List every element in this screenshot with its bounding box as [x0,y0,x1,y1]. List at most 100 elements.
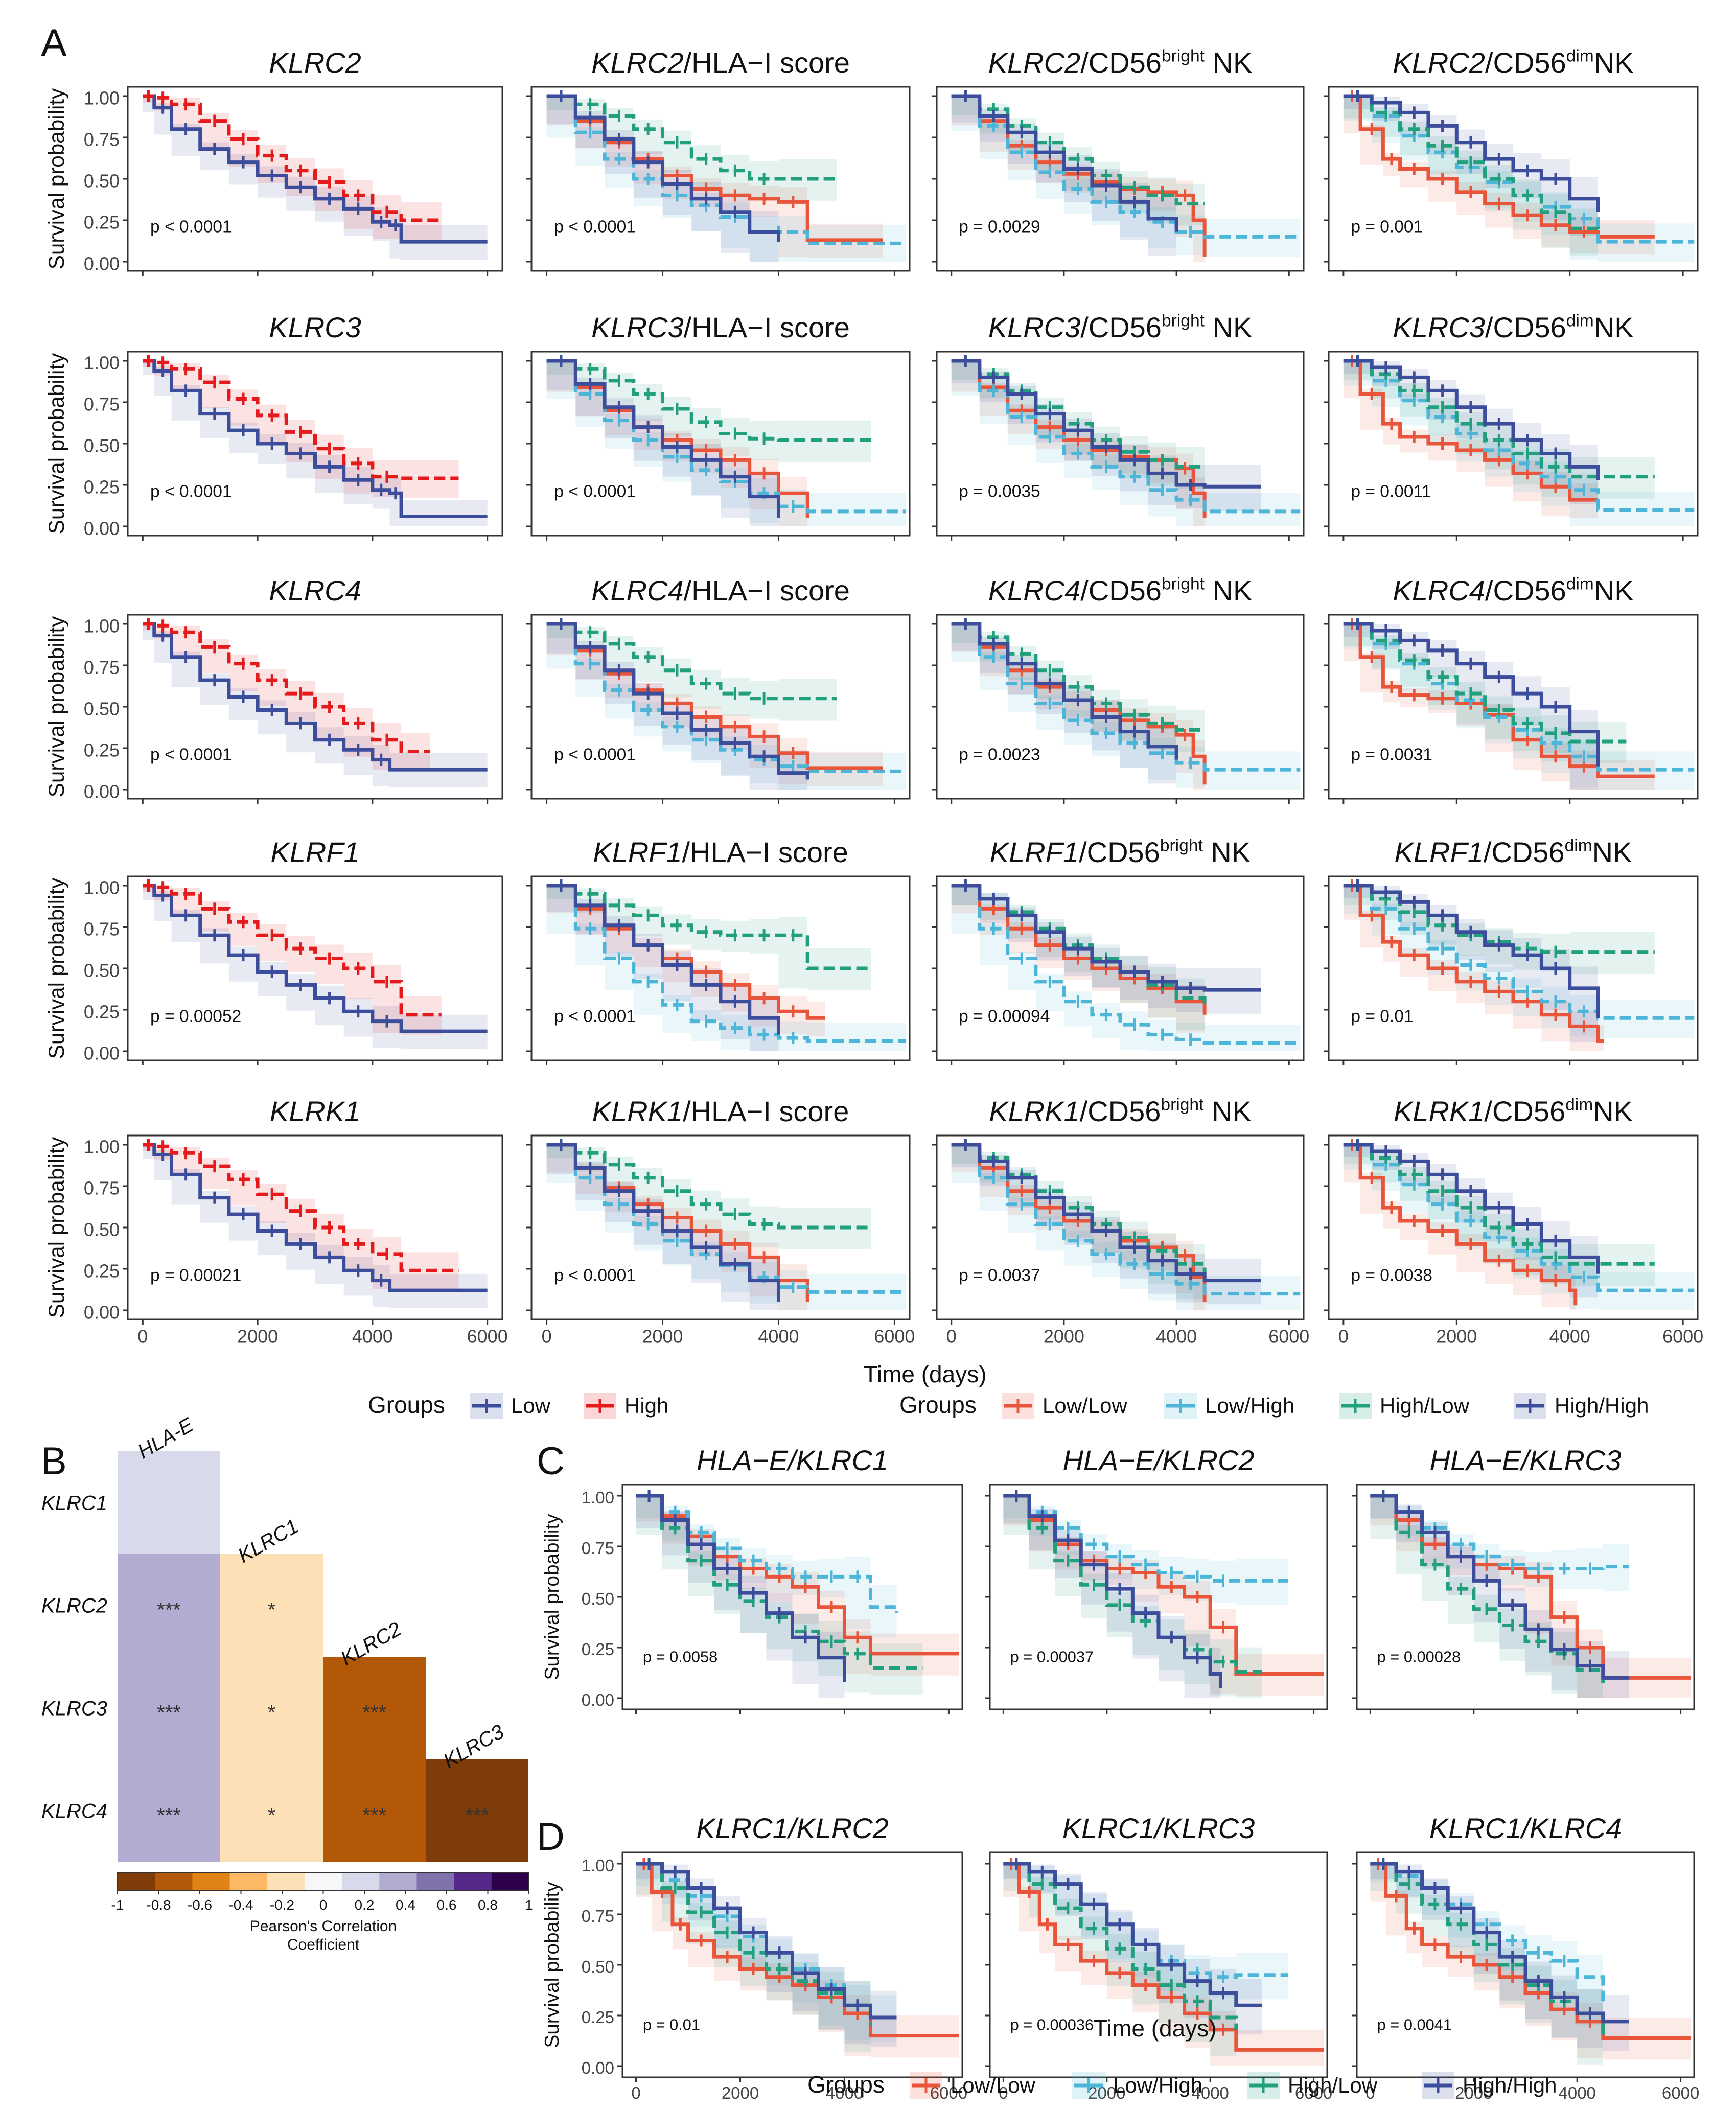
x-axis-title: Time (days) [863,1361,986,1387]
x-tick-label: 0 [1365,2083,1375,2102]
survival-curve [1003,1494,1288,1583]
legend-two-groups: Groups Low High [368,1392,668,1419]
survival-curve [951,622,1301,772]
x-tick-label: 0 [946,1326,957,1347]
confidence-band [1343,886,1695,1038]
confidence-band [951,886,1301,1051]
km-panel: KLRC3/CD56dimNK p = 0.0011 [1324,311,1699,541]
km-panel: KLRC3/HLA−I score p < 0.0001 [526,311,911,541]
plot-frame [621,1484,963,1710]
y-axis-title: Survival probability [44,1137,68,1318]
km-panel: KLRC1/KLRC4 p = 0.0041 0 2000 4000 6000 [1352,1812,1699,2102]
panel-title: KLRC3/HLA−I score [591,311,850,343]
km-panel: KLRK1/HLA−I score p < 0.0001 0 2000 4000 6000 [526,1095,915,1347]
survival-curve [546,359,780,518]
survival-curve [1343,1143,1600,1274]
confidence-band [546,624,907,790]
x-tick-label: 0 [137,1326,148,1347]
significance-stars: *** [465,1804,489,1827]
p-value: p = 0.0037 [959,1266,1040,1285]
y-tick-label: 0.00 [582,2058,614,2077]
survival-curve [1003,1862,1262,2007]
x-tick-label: 0 [999,2083,1008,2102]
survival-curve [1343,884,1655,954]
km-panel: KLRC4/HLA−I score p < 0.0001 [526,574,911,804]
x-tick-label: 2000 [1044,1326,1084,1347]
panel-letter: B [41,1440,67,1483]
p-value: p < 0.0001 [554,482,636,501]
y-tick-label: 0.75 [84,918,120,939]
legend-title: Groups [899,1392,977,1418]
panel-title: KLRF1/HLA−I score [593,836,848,868]
p-value: p = 0.001 [1351,217,1423,236]
p-value: p = 0.00052 [150,1007,241,1026]
color-scale-segment [304,1873,343,1890]
km-panel: KLRF1/CD56dimNK p = 0.01 [1324,836,1699,1065]
y-tick-label: 0.50 [582,1589,614,1608]
significance-stars: *** [157,1599,181,1621]
color-scale-tick-label: -1 [111,1897,124,1913]
survival-curve [143,94,488,244]
y-tick-label: 0.50 [84,960,120,981]
x-tick-label: 4000 [826,2083,863,2102]
confidence-band [546,1145,872,1249]
p-value: p = 0.01 [1351,1007,1413,1026]
confidence-band [546,624,883,786]
x-tick-label: 4000 [352,1326,393,1347]
p-value: p < 0.0001 [554,217,636,236]
heatmap-cell [323,1759,426,1862]
legend-title: Groups [368,1392,445,1418]
y-tick-label: 0.75 [84,657,120,678]
color-scale-tick-label: 0.8 [478,1897,498,1913]
survival-curve [636,1494,846,1682]
significance-stars: * [268,1599,276,1621]
survival-curve [546,1143,872,1230]
p-value: p < 0.0001 [150,217,232,236]
plot-frame [1356,1484,1695,1710]
confidence-band [546,886,872,990]
significance-stars: * [268,1702,276,1724]
p-value: p = 0.01 [643,2016,700,2034]
y-tick-label: 0.50 [84,435,120,456]
panel-title: KLRC4/HLA−I score [591,574,850,607]
confidence-band [1370,1496,1691,1698]
y-tick-label: 0.00 [84,253,120,274]
panel-title: KLRC2 [269,47,361,79]
confidence-band [951,1145,1205,1310]
x-tick-label: 2000 [1436,1326,1477,1347]
km-panel: KLRC2/CD56bright NK p = 0.0029 [932,47,1305,276]
survival-curve [546,622,837,701]
km-panel: KLRC4/CD56dimNK p = 0.0031 [1324,574,1699,804]
survival-curve [1370,1494,1629,1571]
y-axis-title: Survival probability [541,1514,563,1680]
color-scale-segment [454,1873,492,1890]
panel-title: KLRC3 [269,311,361,343]
y-axis-title: Survival probability [44,616,68,797]
x-tick-label: 4000 [1156,1326,1197,1347]
survival-curve [636,1494,898,1613]
confidence-band [636,1496,923,1695]
y-axis-title: Survival probability [44,353,68,534]
legend-label: Low/Low [951,2073,1035,2097]
y-tick-label: 0.00 [84,518,120,539]
legend-label: Low/High [1205,1394,1294,1418]
panel-title: KLRC4/CD56dimNK [1393,574,1633,607]
panel-title: HLA−E/KLRC2 [1062,1444,1254,1476]
legend-label: Low [511,1394,551,1418]
panel-title: KLRC1/KLRC4 [1429,1812,1622,1844]
legend-label: Low/High [1113,2073,1202,2097]
legend-label: High [624,1394,668,1418]
confidence-band [546,1145,907,1310]
survival-curve [1370,1862,1629,2024]
survival-curve [1343,359,1600,480]
y-tick-label: 1.00 [84,615,120,636]
legend-label: High/Low [1380,1394,1470,1418]
km-panel: KLRC1/KLRC2 p = 0.01 0.00 0.25 0.50 0.75 1.00 0… [541,1812,967,2102]
survival-curve [1370,1862,1605,2002]
p-value: p = 0.0029 [959,217,1040,236]
panel-title: KLRF1/CD56dimNK [1395,836,1632,868]
y-tick-label: 0.50 [582,1957,614,1976]
y-tick-label: 0.25 [84,1260,120,1281]
confidence-band [1343,1145,1695,1310]
